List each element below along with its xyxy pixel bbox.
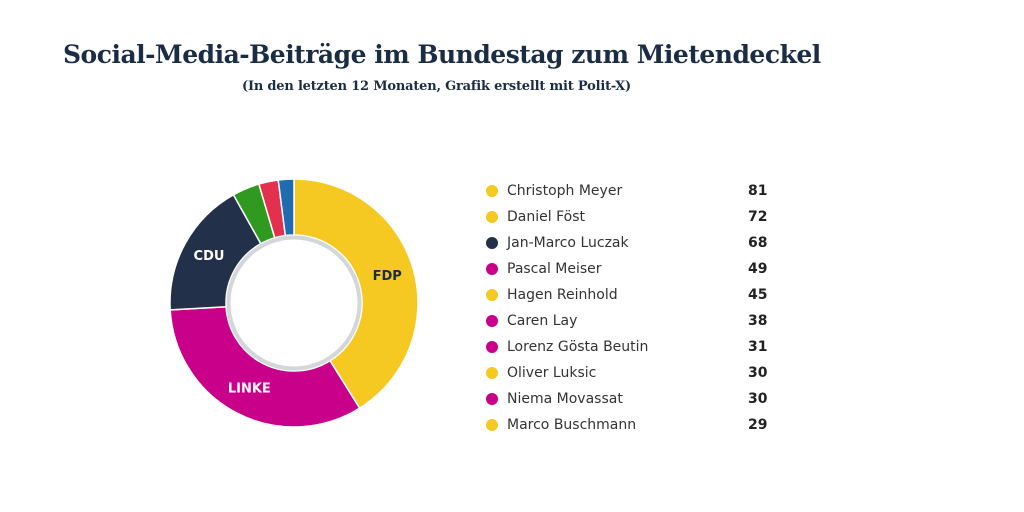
legend-row[interactable]: Jan-Marco Luczak 68 [486, 230, 776, 256]
chart-subtitle: (In den letzten 12 Monaten, Grafik erste… [242, 79, 631, 94]
legend-name: Jan-Marco Luczak [507, 235, 629, 251]
legend-dot-icon [486, 263, 498, 275]
legend-row[interactable]: Marco Buschmann 29 [486, 412, 776, 438]
legend-value: 68 [748, 235, 768, 251]
legend-row[interactable]: Daniel Föst 72 [486, 204, 776, 230]
legend-value: 49 [748, 261, 768, 277]
legend-row[interactable]: Lorenz Gösta Beutin 31 [486, 334, 776, 360]
donut-hole [226, 235, 362, 371]
legend-name: Oliver Luksic [507, 365, 597, 381]
legend-dot-icon [486, 289, 498, 301]
legend-list: Christoph Meyer 81 Daniel Föst 72 Jan-Marco … [486, 178, 776, 438]
legend-dot-icon [486, 211, 498, 223]
legend-value: 38 [748, 313, 768, 329]
donut-slice-fdp[interactable] [293, 178, 419, 410]
slice-label-cdu: CDU [194, 249, 225, 264]
legend-name: Caren Lay [507, 313, 578, 329]
legend-name: Christoph Meyer [507, 183, 623, 199]
legend-dot-icon [486, 237, 498, 249]
legend-value: 29 [748, 417, 768, 433]
legend-value: 30 [748, 365, 768, 381]
donut-slice-other-5[interactable] [277, 178, 295, 237]
legend-dot-icon [486, 419, 498, 431]
legend-value: 31 [748, 339, 768, 355]
legend-row[interactable]: Niema Movassat 30 [486, 386, 776, 412]
legend-name: Niema Movassat [507, 391, 623, 407]
donut-chart: FDP LINKE CDU [169, 178, 419, 428]
legend-dot-icon [486, 185, 498, 197]
legend-row[interactable]: Caren Lay 38 [486, 308, 776, 334]
legend-row[interactable]: Pascal Meiser 49 [486, 256, 776, 282]
legend-value: 81 [748, 183, 768, 199]
legend-row[interactable]: Oliver Luksic 30 [486, 360, 776, 386]
legend-dot-icon [486, 341, 498, 353]
legend-name: Lorenz Gösta Beutin [507, 339, 649, 355]
legend-dot-icon [486, 393, 498, 405]
legend-name: Daniel Föst [507, 209, 585, 225]
legend-name: Marco Buschmann [507, 417, 637, 433]
slice-label-fdp: FDP [373, 269, 402, 284]
legend-row[interactable]: Hagen Reinhold 45 [486, 282, 776, 308]
legend-value: 45 [748, 287, 768, 303]
legend-name: Pascal Meiser [507, 261, 602, 277]
legend-row[interactable]: Christoph Meyer 81 [486, 178, 776, 204]
donut-slice-linke[interactable] [169, 306, 361, 428]
legend-value: 72 [748, 209, 768, 225]
legend-dot-icon [486, 315, 498, 327]
legend-dot-icon [486, 367, 498, 379]
chart-title: Social-Media-Beiträge im Bundestag zum M… [63, 40, 821, 69]
legend-name: Hagen Reinhold [507, 287, 618, 303]
slice-label-linke: LINKE [228, 382, 271, 397]
legend-value: 30 [748, 391, 768, 407]
